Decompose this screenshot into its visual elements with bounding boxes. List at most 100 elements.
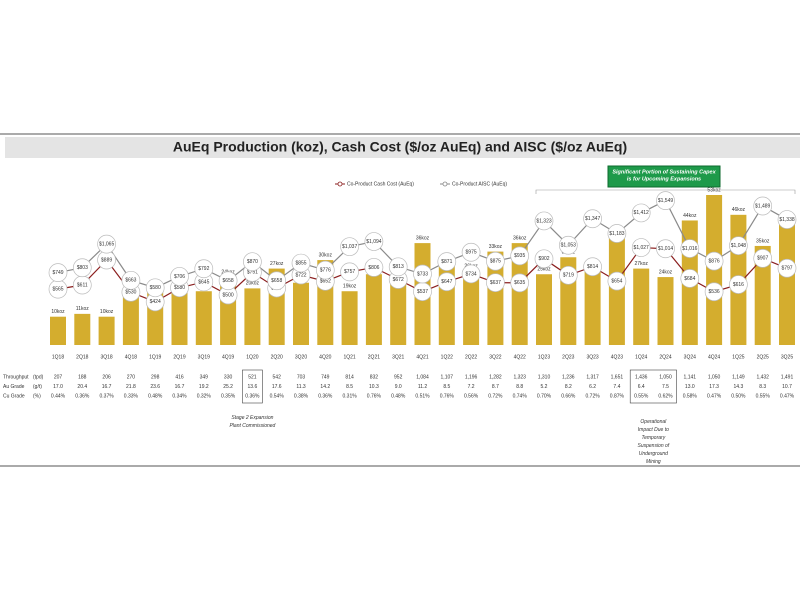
point-label: $1,048 <box>731 243 747 249</box>
x-tick-label: 1Q22 <box>441 354 453 360</box>
table-cell: 0.32% <box>197 393 212 399</box>
point-marker <box>364 232 384 251</box>
point-label: $813 <box>393 264 404 270</box>
point-label: $580 <box>174 285 185 291</box>
table-cell: 1,310 <box>538 374 551 380</box>
row-unit: (g/t) <box>33 384 42 390</box>
table-cell: 814 <box>345 374 354 380</box>
table-cell: 17.3 <box>709 384 719 390</box>
point-label: $672 <box>393 277 404 283</box>
point-label: $500 <box>223 292 234 298</box>
bar-label: 27koz <box>635 261 649 267</box>
point-label: $1,016 <box>682 246 698 252</box>
table-cell: 1,282 <box>489 374 502 380</box>
x-tick-label: 2Q21 <box>368 354 380 360</box>
point-marker <box>267 271 287 291</box>
x-tick-label: 3Q20 <box>295 354 307 360</box>
table-cell: 0.48% <box>148 393 163 399</box>
table-cell: 1,651 <box>611 374 624 380</box>
x-tick-label: 4Q18 <box>125 354 137 360</box>
x-tick-label: 3Q24 <box>684 354 696 360</box>
legend-label: Co-Product AISC (AuEq) <box>452 181 507 187</box>
table-cell: 13.0 <box>685 384 695 390</box>
point-label: $616 <box>733 282 744 288</box>
table-cell: 0.55% <box>634 393 649 399</box>
table-cell: 0.50% <box>731 393 746 399</box>
x-tick-label: 2Q25 <box>757 354 769 360</box>
point-marker <box>558 235 578 255</box>
point-label: $611 <box>77 282 88 288</box>
point-marker <box>704 282 724 302</box>
point-label: $637 <box>490 280 501 286</box>
point-marker <box>753 196 773 216</box>
point-label: $1,549 <box>658 198 674 204</box>
point-label: $935 <box>514 253 525 259</box>
table-cell: 10.3 <box>369 384 379 390</box>
x-tick-label: 1Q21 <box>343 354 355 360</box>
point-label: $1,338 <box>779 217 795 223</box>
point-label: $658 <box>223 278 234 284</box>
point-label: $803 <box>77 265 88 271</box>
point-label: $1,027 <box>634 245 650 251</box>
annotation-bracket <box>242 369 263 404</box>
point-label: $1,489 <box>755 203 771 209</box>
bar-label: 19koz <box>343 284 357 290</box>
bar <box>341 291 358 345</box>
bar-label: 30koz <box>319 252 333 258</box>
bar-label: 36koz <box>416 235 430 241</box>
table-cell: 23.6 <box>150 384 160 390</box>
point-marker <box>170 267 189 286</box>
point-marker <box>583 257 602 277</box>
bar <box>390 277 407 345</box>
annotation-text: Stage 2 Expansion Plant Commissioned <box>229 415 275 429</box>
table-cell: 0.55% <box>756 393 771 399</box>
point-marker <box>656 191 675 210</box>
table-cell: 0.37% <box>100 393 115 399</box>
point-marker <box>631 203 651 223</box>
point-label: $580 <box>150 285 161 291</box>
point-label: $536 <box>709 289 720 295</box>
point-label: $751 <box>247 270 258 276</box>
x-tick-label: 1Q18 <box>52 354 64 360</box>
point-marker <box>413 264 432 284</box>
table-cell: 1,050 <box>659 374 672 380</box>
bar <box>293 282 309 345</box>
point-marker <box>777 258 797 278</box>
point-marker <box>121 270 141 290</box>
point-marker <box>510 246 530 266</box>
bar-label: 24koz <box>659 269 673 275</box>
point-marker <box>145 278 165 298</box>
bar-label: 27koz <box>270 261 284 267</box>
bar-label: 35koz <box>756 238 770 244</box>
x-tick-label: 2Q20 <box>271 354 283 360</box>
point-marker <box>680 269 700 288</box>
table-cell: 0.76% <box>440 393 455 399</box>
bar <box>511 243 528 345</box>
point-marker <box>729 275 748 294</box>
table-cell: 17.0 <box>53 384 63 390</box>
point-label: $902 <box>538 256 549 262</box>
point-label: $658 <box>271 278 282 284</box>
bar <box>244 288 261 345</box>
point-marker <box>461 264 481 284</box>
x-tick-label: 1Q20 <box>246 354 258 360</box>
point-marker <box>510 273 530 293</box>
point-marker <box>340 237 359 257</box>
table-cell: 349 <box>200 374 209 380</box>
table-cell: 0.58% <box>683 393 698 399</box>
bar <box>584 271 601 345</box>
table-cell: 0.66% <box>561 393 576 399</box>
x-tick-label: 3Q25 <box>781 354 793 360</box>
point-label: $870 <box>247 259 258 265</box>
bar <box>50 316 66 345</box>
point-marker <box>218 271 238 291</box>
point-label: $1,323 <box>536 218 552 224</box>
table-cell: 0.36% <box>75 393 90 399</box>
x-tick-label: 2Q22 <box>465 354 477 360</box>
table-cell: 8.5 <box>443 384 450 390</box>
legend-marker <box>442 181 448 187</box>
table-cell: 0.56% <box>464 393 479 399</box>
table-cell: 270 <box>127 374 136 380</box>
point-marker <box>72 258 92 278</box>
table-cell: 0.35% <box>221 393 236 399</box>
